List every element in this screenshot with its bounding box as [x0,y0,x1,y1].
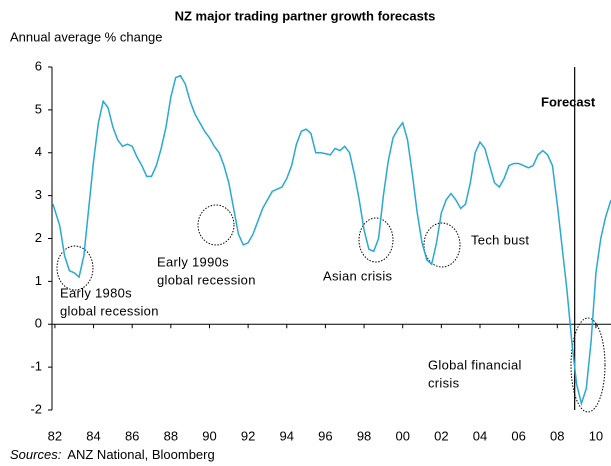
annotation: Early 1990s [157,254,229,269]
x-tick-label: 96 [318,428,332,443]
annotation: Early 1980s [60,285,132,300]
x-tick-label: 06 [511,428,525,443]
x-tick-label: 98 [357,428,371,443]
chart-title: NZ major trading partner growth forecast… [175,8,436,23]
y-tick-label: 4 [35,144,42,159]
x-tick-label: 88 [164,428,178,443]
highlight-ellipse [570,317,606,413]
x-tick-label: 02 [434,428,448,443]
x-tick-label: 94 [280,428,294,443]
y-axis-label: Annual average % change [10,29,163,44]
annotation: crisis [428,375,460,390]
highlight-ellipse [358,217,394,263]
x-tick-label: 84 [86,428,100,443]
x-tick-label: 90 [202,428,216,443]
data-line [52,74,611,407]
y-tick-label: 3 [35,187,42,202]
source-prefix: Sources: [10,447,62,462]
x-tick-label: 04 [473,428,487,443]
y-tick-label: 6 [35,58,42,73]
x-tick-label: 92 [241,428,255,443]
x-tick-label: 00 [395,428,409,443]
x-tick-label: 86 [125,428,139,443]
highlight-ellipse [56,245,94,291]
y-tick-label: -2 [30,401,42,416]
x-tick-label: 10 [589,428,603,443]
annotation: Tech bust [471,232,529,247]
annotation: global recession [157,272,256,287]
annotation: Asian crisis [323,268,393,283]
y-tick-label: -1 [30,359,42,374]
y-tick-label: 5 [35,101,42,116]
y-tick-label: 0 [35,316,42,331]
highlight-ellipse [423,222,461,268]
x-tick-label: 82 [48,428,62,443]
source-line: Sources: ANZ National, Bloomberg [10,447,215,462]
highlight-ellipse [197,204,235,246]
source-text: ANZ National, Bloomberg [67,447,214,462]
annotation: global recession [60,303,159,318]
x-tick-label: 08 [550,428,564,443]
forecast-label: Forecast [541,94,596,109]
y-tick-label: 2 [35,230,42,245]
annotation: Global financial [428,357,522,372]
y-tick-label: 1 [35,273,42,288]
